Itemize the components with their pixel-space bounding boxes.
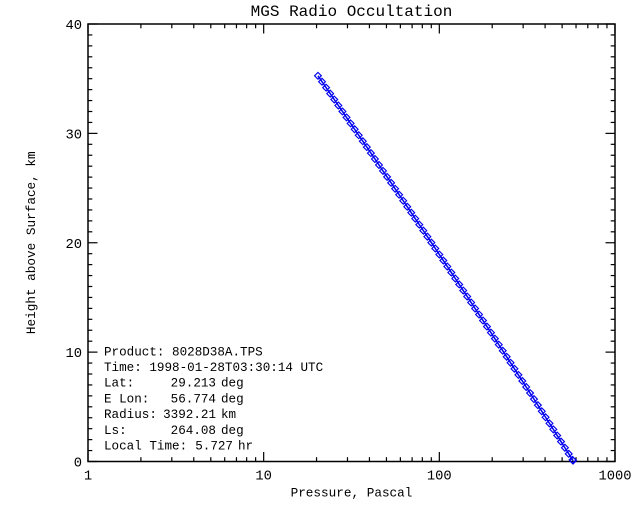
svg-text:0: 0 <box>74 457 82 472</box>
svg-text:hr: hr <box>238 440 253 454</box>
svg-text:deg: deg <box>221 424 244 438</box>
svg-text:km: km <box>221 408 236 422</box>
svg-text:29.213: 29.213 <box>171 377 216 391</box>
svg-text:100: 100 <box>427 470 452 485</box>
svg-text:MGS Radio Occultation: MGS Radio Occultation <box>251 3 453 21</box>
svg-text:Time: 1998-01-28T03:30:14 UTC: Time: 1998-01-28T03:30:14 UTC <box>104 361 324 375</box>
svg-text:264.08: 264.08 <box>171 424 216 438</box>
svg-text:Product: 8028D38A.TPS: Product: 8028D38A.TPS <box>104 345 263 359</box>
svg-text:5.727: 5.727 <box>195 440 233 454</box>
svg-text:3392.21: 3392.21 <box>163 408 216 422</box>
svg-text:10: 10 <box>65 347 82 362</box>
svg-text:30: 30 <box>65 128 82 143</box>
svg-text:1000: 1000 <box>598 470 631 485</box>
svg-text:Lat:: Lat: <box>104 377 134 391</box>
svg-text:Local Time:: Local Time: <box>104 440 187 454</box>
svg-text:56.774: 56.774 <box>171 392 216 406</box>
svg-text:Radius:: Radius: <box>104 408 157 422</box>
svg-text:1: 1 <box>84 470 92 485</box>
svg-text:Ls:: Ls: <box>104 424 127 438</box>
svg-text:E Lon:: E Lon: <box>104 392 149 406</box>
svg-text:Height above Surface, km: Height above Surface, km <box>24 151 39 334</box>
svg-text:10: 10 <box>255 470 272 485</box>
svg-text:40: 40 <box>65 19 82 34</box>
svg-text:deg: deg <box>221 392 244 406</box>
svg-text:Pressure, Pascal: Pressure, Pascal <box>291 486 413 501</box>
svg-text:deg: deg <box>221 377 244 391</box>
svg-text:20: 20 <box>65 238 82 253</box>
